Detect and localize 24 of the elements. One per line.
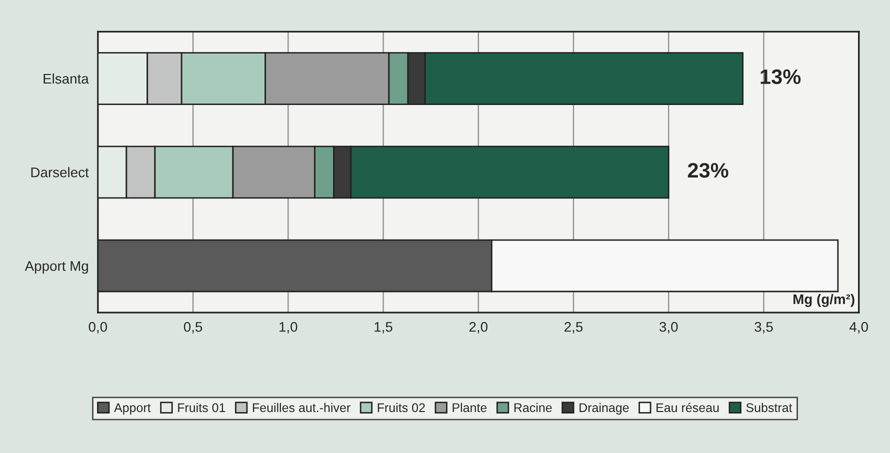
x-tick-label: 3,5 (754, 322, 773, 334)
legend-label: Drainage (580, 402, 629, 415)
annotation: 13% (760, 69, 801, 84)
y-tick-label: Darselect (31, 167, 89, 178)
x-tick-label: 1,5 (374, 322, 392, 334)
x-tick-label: 0,5 (184, 322, 202, 334)
x-axis-title: Mg (g/m²) (794, 294, 854, 307)
x-tick-label: 2,5 (564, 322, 583, 334)
x-tick-label: 4,0 (850, 322, 868, 334)
legend-label: Fruits 01 (178, 402, 226, 412)
x-tick-label: 2,0 (469, 322, 488, 334)
legend-label: Feuilles aut.-hiver (252, 402, 350, 412)
legend-label: Eau réseau (656, 402, 719, 412)
annotation: 23% (688, 162, 728, 178)
legend-label: Racine (514, 402, 552, 412)
legend-label: Fruits 02 (378, 402, 425, 412)
x-tick-label: 0,0 (88, 322, 108, 334)
legend-label: Plante (452, 402, 487, 412)
legend-label: Substrat (746, 402, 792, 412)
legend-label: Apport (114, 403, 151, 415)
y-tick-label: Elsanta (44, 73, 89, 84)
y-tick-label: Apport Mg (24, 261, 88, 274)
x-tick-label: 1,0 (280, 322, 298, 334)
x-tick-label: 3,0 (659, 322, 678, 334)
